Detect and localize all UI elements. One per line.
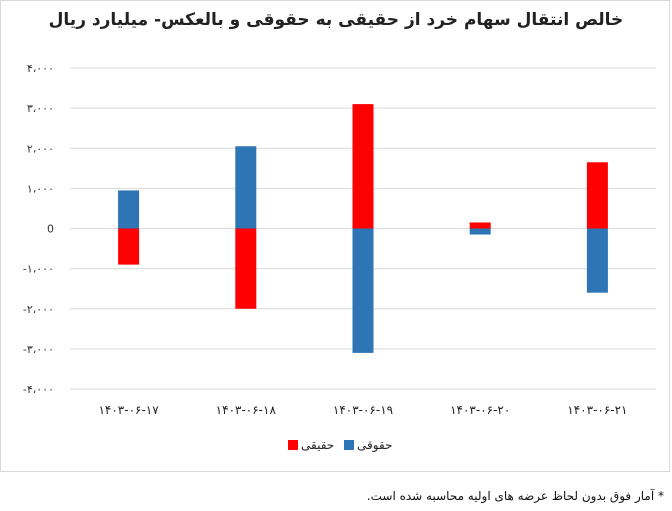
y-tick-label: ۴،۰۰۰ [27, 62, 54, 75]
y-tick-label: ۱،۰۰۰ [27, 182, 54, 195]
bar [118, 228, 140, 265]
bar [235, 146, 257, 229]
x-tick-label: ۱۴۰۳-۰۶-۱۸ [216, 403, 277, 417]
y-tick-label: -۱،۰۰۰ [23, 263, 54, 276]
bar [469, 228, 491, 235]
legend-swatch [344, 440, 354, 450]
y-tick-label: ۳،۰۰۰ [27, 102, 54, 115]
y-tick-label: -۴،۰۰۰ [23, 383, 54, 396]
chart-frame [0, 0, 670, 472]
bar [352, 228, 374, 353]
y-tick-label: 0 [47, 223, 54, 236]
bar [469, 222, 491, 229]
bar [118, 190, 140, 229]
chart-title: خالص انتقال سهام خرد از حقیقی به حقوقی و… [48, 10, 624, 30]
y-tick-label: -۳،۰۰۰ [23, 343, 54, 356]
legend-label: حقیقی [301, 438, 334, 452]
legend-label: حقوقی [357, 438, 392, 453]
x-tick-label: ۱۴۰۳-۰۶-۲۱ [567, 403, 627, 417]
x-tick-label: ۱۴۰۳-۰۶-۲۰ [450, 403, 510, 417]
bar [352, 104, 374, 229]
chart-plot: ۴،۰۰۰ ۳،۰۰۰ ۲،۰۰۰ ۱،۰۰۰ 0 -۱،۰۰۰ -۲،۰۰۰ -۳،۰۰۰ -… [23, 62, 656, 453]
footnote: * آمار فوق بدون لحاظ عرضه های اولیه محاس… [366, 489, 664, 503]
bar [586, 228, 608, 293]
legend-swatch [288, 440, 298, 450]
x-tick-label: ۱۴۰۳-۰۶-۱۹ [333, 403, 393, 417]
y-tick-label: -۲،۰۰۰ [23, 303, 54, 316]
y-tick-label: ۲،۰۰۰ [27, 142, 54, 155]
bar [235, 228, 257, 309]
x-tick-label: ۱۴۰۳-۰۶-۱۷ [98, 403, 159, 417]
bar [586, 162, 608, 229]
